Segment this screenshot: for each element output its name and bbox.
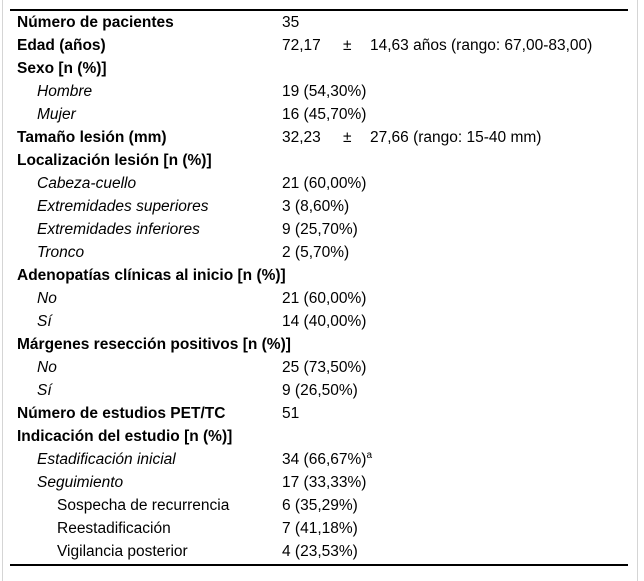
- row-label: Seguimiento: [37, 474, 124, 492]
- row-label: Extremidades superiores: [37, 197, 209, 215]
- table-row: Reestadificación 7 (41,18%): [10, 518, 628, 541]
- row-value: 72,17 ±14,63 años (rango: 67,00-83,00): [282, 37, 628, 55]
- table-row: Tamaño lesión (mm) 32,23 ±27,66 (rango: 15…: [10, 126, 628, 149]
- table-row: Sí 14 (40,00%): [10, 310, 628, 333]
- row-value: 51: [282, 405, 628, 423]
- row-label: Sí: [37, 382, 52, 400]
- row-value: 21 (60,00%): [282, 290, 628, 308]
- table-row: Tronco 2 (5,70%): [10, 241, 628, 264]
- patient-characteristics-table: Número de pacientes 35 Edad (años) 72,17 ±14…: [10, 9, 628, 566]
- row-value: 4 (23,53%): [282, 543, 628, 561]
- table-bottom-rule: [10, 563, 628, 566]
- value-text: 17 (33,33%): [282, 474, 367, 492]
- row-label: Extremidades inferiores: [37, 220, 200, 238]
- value-text: 14 (40,00%): [282, 312, 367, 330]
- plus-minus-sign: ±: [343, 128, 352, 146]
- row-value: 35: [282, 14, 628, 32]
- row-label: Vigilancia posterior: [57, 543, 188, 561]
- row-label: Cabeza-cuello: [37, 174, 137, 192]
- table-row: Número de pacientes 35: [10, 11, 628, 34]
- table-row: Edad (años) 72,17 ±14,63 años (rango: 67,0…: [10, 34, 628, 57]
- value-text: 3 (8,60%): [282, 197, 350, 215]
- row-value: 2 (5,70%): [282, 244, 628, 262]
- row-value: 9 (25,70%): [282, 221, 628, 239]
- value-text: 9 (25,70%): [282, 220, 358, 238]
- table-row: Vigilancia posterior 4 (23,53%): [10, 541, 628, 564]
- table-row: Cabeza-cuello 21 (60,00%): [10, 172, 628, 195]
- plus-minus-sign: ±: [343, 36, 352, 54]
- row-value: 14 (40,00%): [282, 313, 628, 331]
- value-text: 34 (66,67%): [282, 451, 367, 469]
- row-label: Hombre: [37, 82, 93, 100]
- value-text: 21 (60,00%): [282, 289, 367, 307]
- footnote-marker: a: [366, 449, 373, 461]
- row-label: No: [37, 358, 57, 376]
- table-row: Márgenes resección positivos [n (%)]: [10, 333, 628, 356]
- table-row: Indicación del estudio [n (%)]: [10, 426, 628, 449]
- row-value: 6 (35,29%): [282, 497, 628, 515]
- row-value: 3 (8,60%): [282, 198, 628, 216]
- value-text: 9 (26,50%): [282, 382, 358, 400]
- row-value: 25 (73,50%): [282, 359, 628, 377]
- row-label: Márgenes resección positivos [n (%)]: [17, 335, 291, 353]
- row-label: Reestadificación: [57, 520, 171, 538]
- value-text: 6 (35,29%): [282, 497, 358, 515]
- value-text: 4 (23,53%): [282, 543, 358, 561]
- table-row: Localización lesión [n (%)]: [10, 149, 628, 172]
- value-mean: 32,23: [282, 128, 321, 146]
- row-label: Número de estudios PET/TC: [17, 405, 226, 423]
- table-row: Sexo [n (%)]: [10, 57, 628, 80]
- table-row: Número de estudios PET/TC 51: [10, 403, 628, 426]
- row-value: 17 (33,33%): [282, 474, 628, 492]
- row-label: Sospecha de recurrencia: [57, 497, 230, 515]
- value-text: 7 (41,18%): [282, 520, 358, 538]
- row-value: 19 (54,30%): [282, 83, 628, 101]
- table-row: Mujer 16 (45,70%): [10, 103, 628, 126]
- row-label: No: [37, 289, 57, 307]
- table-row: Adenopatías clínicas al inicio [n (%)]: [10, 264, 628, 287]
- row-value: 21 (60,00%): [282, 175, 628, 193]
- row-label: Número de pacientes: [17, 13, 174, 31]
- row-label: Indicación del estudio [n (%)]: [17, 428, 233, 446]
- value-sd-range: 14,63 años (rango: 67,00-83,00): [370, 36, 593, 54]
- value-mean: 72,17: [282, 36, 321, 54]
- row-label: Adenopatías clínicas al inicio [n (%)]: [17, 266, 286, 284]
- value-text: 16 (45,70%): [282, 105, 367, 123]
- row-label: Edad (años): [17, 36, 106, 54]
- table-row: No 21 (60,00%): [10, 287, 628, 310]
- table-row: No 25 (73,50%): [10, 356, 628, 379]
- row-label: Tronco: [37, 243, 85, 261]
- value-sd-range: 27,66 (rango: 15-40 mm): [370, 128, 542, 146]
- row-value: 9 (26,50%): [282, 382, 628, 400]
- row-label: Sexo [n (%)]: [17, 59, 107, 77]
- row-value: 32,23 ±27,66 (rango: 15-40 mm): [282, 129, 628, 147]
- row-value: 34 (66,67%)a: [282, 449, 628, 469]
- table-row: Sospecha de recurrencia 6 (35,29%): [10, 495, 628, 518]
- row-label: Localización lesión [n (%)]: [17, 151, 212, 169]
- value-text: 35: [282, 13, 300, 31]
- table-row: Seguimiento 17 (33,33%): [10, 472, 628, 495]
- value-text: 21 (60,00%): [282, 174, 367, 192]
- value-text: 51: [282, 405, 300, 423]
- table-row: Estadificación inicial 34 (66,67%)a: [10, 449, 628, 472]
- table-rows: Número de pacientes 35 Edad (años) 72,17 ±14…: [10, 11, 628, 564]
- row-label: Estadificación inicial: [37, 451, 176, 469]
- table-row: Extremidades inferiores 9 (25,70%): [10, 218, 628, 241]
- row-label: Tamaño lesión (mm): [17, 128, 167, 146]
- value-text: 2 (5,70%): [282, 243, 350, 261]
- value-text: 19 (54,30%): [282, 82, 367, 100]
- table-top-rule: [10, 9, 628, 11]
- row-label: Sí: [37, 312, 52, 330]
- table-row: Hombre 19 (54,30%): [10, 80, 628, 103]
- value-text: 25 (73,50%): [282, 358, 367, 376]
- table-row: Extremidades superiores 3 (8,60%): [10, 195, 628, 218]
- table-row: Sí 9 (26,50%): [10, 380, 628, 403]
- row-label: Mujer: [37, 105, 76, 123]
- row-value: 7 (41,18%): [282, 520, 628, 538]
- row-value: 16 (45,70%): [282, 106, 628, 124]
